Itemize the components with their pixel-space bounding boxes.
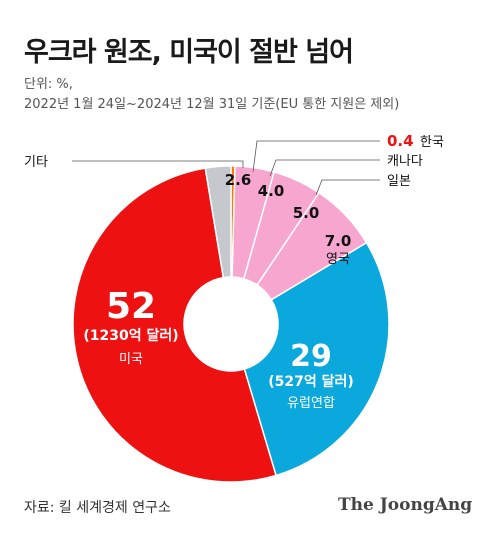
leader-line-jp xyxy=(315,179,380,196)
chart-title: 우크라 원조, 미국이 절반 넘어 xyxy=(24,37,354,68)
category-label-uk: 영국 xyxy=(326,252,350,267)
slice-eu xyxy=(243,241,390,477)
leader-line-kr xyxy=(252,140,380,173)
period-label: 2022년 1월 24일~2024년 12월 31일 기준(EU 통한 지원은 … xyxy=(24,97,400,112)
value-label-us: 52 xyxy=(106,286,156,327)
value-label-kr: 0.4 xyxy=(387,132,414,150)
leader-line-etc xyxy=(72,160,244,168)
category-label-etc: 기타 xyxy=(24,155,48,170)
sub-label-eu: (527억 달러) xyxy=(268,374,354,390)
donut-hole xyxy=(185,278,277,370)
category-label-jp: 일본 xyxy=(387,174,411,189)
source-label: 자료: 킬 세계경제 연구소 xyxy=(24,500,171,516)
category-label-eu: 유럽연합 xyxy=(287,396,335,411)
slice-etc xyxy=(204,165,232,279)
brand-logo: The JoongAng xyxy=(338,495,473,515)
slice-us xyxy=(72,167,277,483)
unit-label: 단위: %, xyxy=(24,77,73,92)
value-label-jp: 5.0 xyxy=(293,204,320,222)
sub-label-us: (1230억 달러) xyxy=(83,328,178,344)
value-label-uk: 7.0 xyxy=(325,232,352,250)
value-label-ca: 4.0 xyxy=(258,182,285,200)
value-label-etc: 2.6 xyxy=(225,171,252,189)
value-label-eu: 29 xyxy=(290,339,332,374)
leader-line-ca xyxy=(269,159,380,177)
category-label-ca: 캐나다 xyxy=(387,154,423,169)
category-label-us: 미국 xyxy=(119,352,143,367)
category-label-kr: 한국 xyxy=(420,135,444,150)
